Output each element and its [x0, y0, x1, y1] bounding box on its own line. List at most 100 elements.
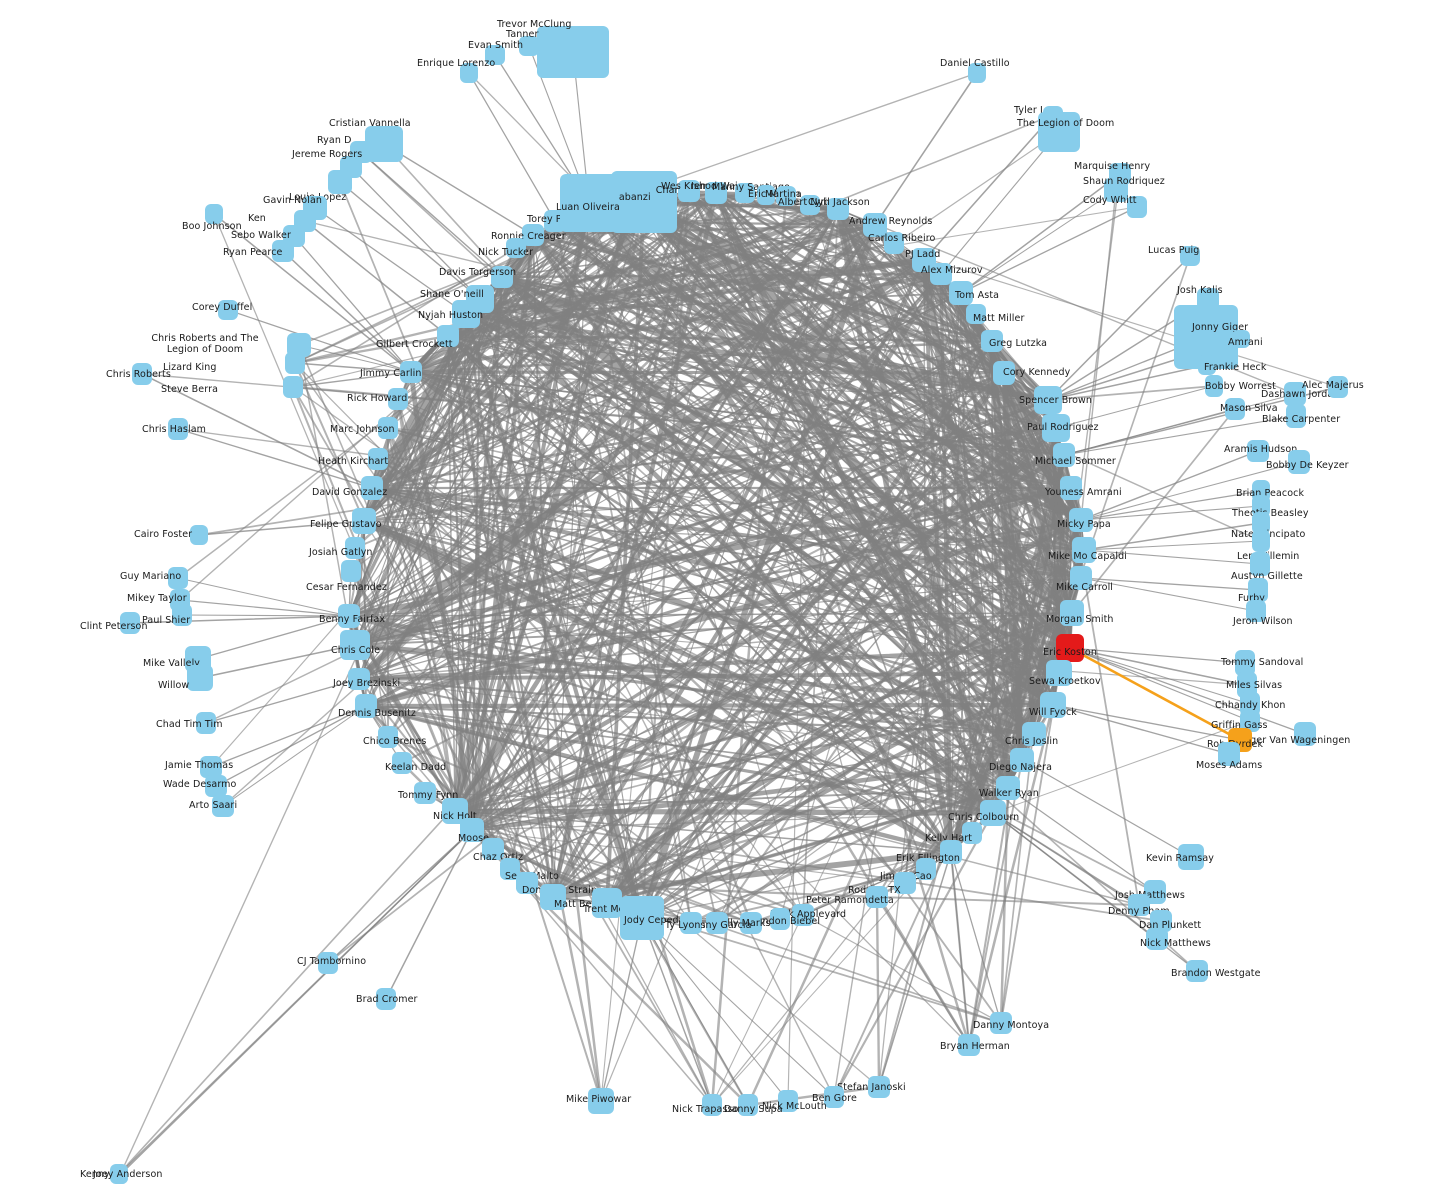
graph-node[interactable] [588, 1088, 614, 1114]
graph-node[interactable] [800, 195, 820, 215]
graph-node[interactable] [824, 1086, 844, 1108]
graph-node[interactable] [400, 361, 422, 383]
graph-node[interactable] [1072, 537, 1096, 563]
graph-node[interactable] [388, 388, 408, 410]
graph-node[interactable] [968, 63, 986, 83]
graph-node[interactable] [272, 240, 294, 262]
graph-node[interactable] [1146, 928, 1168, 950]
graph-node[interactable] [1225, 398, 1245, 420]
graph-node[interactable] [1042, 414, 1070, 442]
graph-node[interactable] [355, 694, 377, 718]
graph-node[interactable] [1060, 600, 1084, 626]
graph-node[interactable] [678, 180, 700, 202]
graph-node[interactable] [168, 567, 188, 589]
graph-node[interactable] [1294, 722, 1316, 746]
graph-node[interactable] [966, 304, 986, 324]
graph-node[interactable] [506, 238, 526, 258]
graph-node[interactable] [1218, 742, 1240, 766]
graph-node[interactable] [1286, 404, 1306, 428]
graph-node[interactable] [414, 782, 436, 804]
graph-node[interactable] [1127, 196, 1147, 218]
graph-node[interactable] [1198, 355, 1216, 375]
graph-node[interactable] [1328, 376, 1348, 398]
graph-node[interactable] [1252, 530, 1270, 552]
graph-node[interactable] [205, 775, 227, 797]
graph-node[interactable] [285, 352, 305, 374]
graph-node[interactable] [345, 537, 365, 559]
graph-node[interactable] [996, 776, 1020, 800]
graph-node[interactable] [776, 186, 796, 206]
graph-node[interactable] [1053, 443, 1075, 467]
graph-node[interactable] [740, 912, 762, 934]
graph-node[interactable] [172, 604, 192, 626]
graph-node[interactable] [318, 952, 338, 974]
graph-node[interactable] [940, 840, 962, 864]
graph-node[interactable] [341, 560, 361, 582]
graph-node[interactable] [537, 26, 609, 78]
graph-node[interactable] [452, 300, 480, 328]
graph-node[interactable] [778, 1090, 798, 1112]
graph-node[interactable] [1205, 375, 1223, 397]
graph-node[interactable] [1237, 672, 1257, 698]
graph-node[interactable] [1104, 178, 1128, 202]
graph-node[interactable] [1252, 512, 1270, 534]
graph-node[interactable] [962, 822, 982, 844]
graph-node[interactable] [460, 63, 478, 83]
graph-node[interactable] [1046, 660, 1072, 686]
graph-node[interactable] [1284, 382, 1306, 406]
graph-node[interactable] [620, 896, 664, 940]
graph-node[interactable] [560, 174, 618, 232]
graph-node[interactable] [519, 36, 539, 56]
graph-node[interactable] [1150, 910, 1172, 932]
graph-node[interactable] [1250, 552, 1270, 576]
graph-node[interactable] [132, 363, 152, 385]
graph-node[interactable] [368, 448, 388, 470]
graph-node[interactable] [1038, 112, 1080, 152]
graph-node[interactable] [1235, 650, 1255, 676]
graph-node[interactable] [1232, 330, 1250, 348]
graph-node[interactable] [352, 508, 376, 534]
graph-node[interactable] [1060, 476, 1082, 500]
graph-node[interactable] [868, 1076, 890, 1098]
graph-node[interactable] [827, 198, 849, 220]
graph-node[interactable] [930, 263, 952, 285]
graph-node[interactable] [990, 1012, 1012, 1034]
graph-node[interactable] [706, 912, 728, 934]
graph-node[interactable] [361, 476, 383, 500]
graph-node[interactable] [112, 1166, 128, 1184]
graph-node[interactable] [1240, 710, 1260, 732]
graph-node[interactable] [218, 300, 238, 320]
graph-node[interactable] [482, 838, 504, 860]
graph-node[interactable] [1248, 578, 1268, 602]
graph-node[interactable] [738, 1094, 758, 1116]
graph-node[interactable] [187, 665, 213, 691]
graph-node[interactable] [485, 45, 505, 65]
graph-node[interactable] [894, 872, 916, 894]
graph-node[interactable] [392, 752, 412, 774]
graph-node[interactable] [1186, 960, 1208, 982]
graph-node[interactable] [770, 908, 790, 930]
graph-node[interactable] [958, 1034, 980, 1056]
graph-node[interactable] [757, 185, 775, 205]
graph-node[interactable] [1040, 692, 1066, 718]
graph-node[interactable] [1034, 386, 1062, 414]
graph-node[interactable] [1246, 600, 1266, 622]
graph-node[interactable] [200, 756, 222, 778]
graph-node[interactable] [491, 266, 513, 288]
graph-node[interactable] [993, 361, 1015, 385]
graph-node[interactable] [437, 325, 459, 347]
graph-node[interactable] [1180, 246, 1200, 266]
graph-node[interactable] [792, 904, 814, 926]
graph-node[interactable] [338, 604, 360, 628]
graph-node[interactable] [949, 281, 973, 305]
graph-node[interactable] [283, 376, 303, 398]
graph-node[interactable] [516, 872, 538, 894]
graph-node[interactable] [1197, 288, 1219, 310]
graph-node[interactable] [981, 330, 1003, 352]
graph-node[interactable] [340, 630, 370, 660]
graph-node[interactable] [735, 183, 755, 203]
graph-node[interactable] [680, 912, 702, 934]
graph-node[interactable] [1247, 440, 1269, 462]
graph-node[interactable] [190, 525, 208, 545]
graph-node[interactable] [376, 988, 396, 1010]
